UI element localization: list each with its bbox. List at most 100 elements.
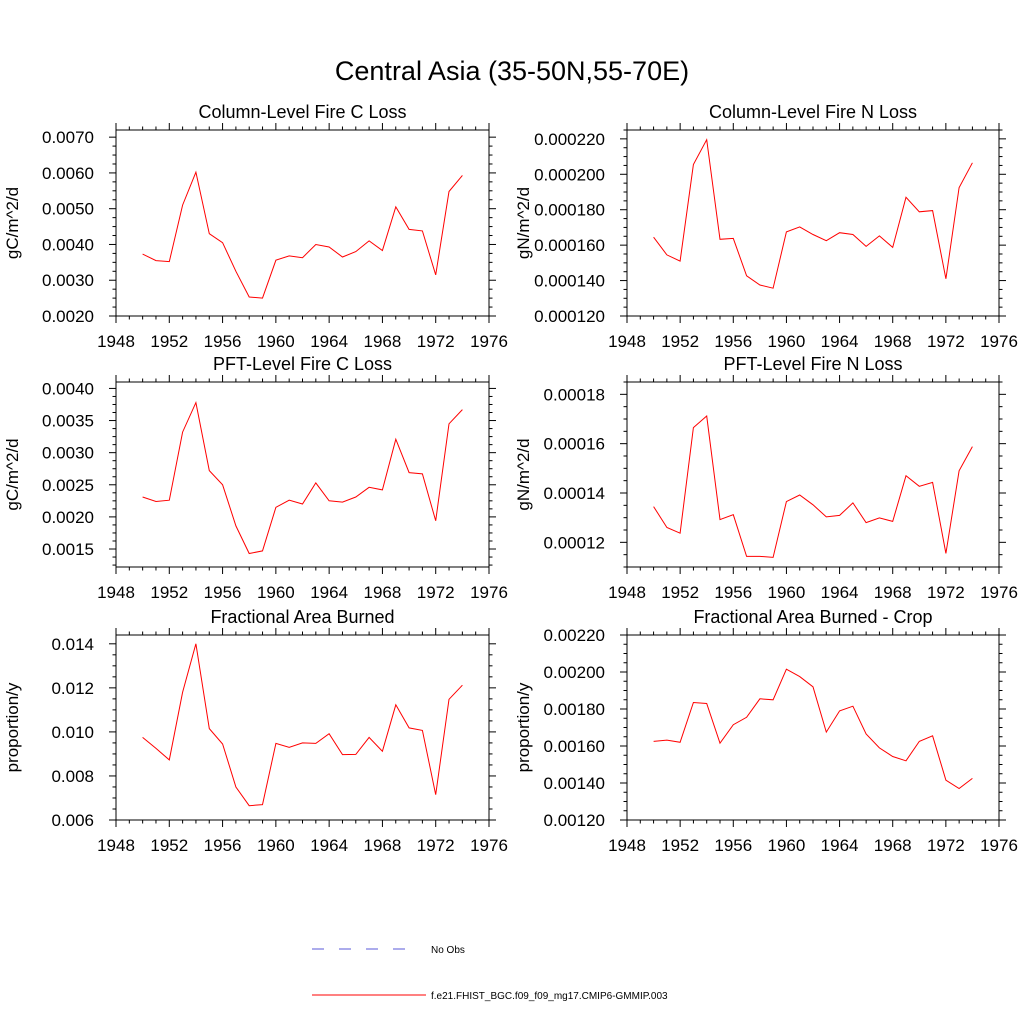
y-tick-label: 0.0035 xyxy=(42,412,94,431)
x-tick-label: 1976 xyxy=(980,836,1018,855)
x-tick-label: 1964 xyxy=(821,836,859,855)
y-tick-label: 0.0025 xyxy=(42,476,94,495)
plot-frame xyxy=(626,129,1000,317)
x-tick-label: 1952 xyxy=(661,836,699,855)
x-tick-label: 1972 xyxy=(417,836,455,855)
y-tick-label: 0.0040 xyxy=(42,379,94,398)
panel-title: PFT-Level Fire N Loss xyxy=(723,354,902,374)
y-tick-label: 0.000180 xyxy=(534,201,605,220)
x-tick-label: 1976 xyxy=(470,583,508,602)
x-tick-label: 1960 xyxy=(768,836,806,855)
y-tick-label: 0.00160 xyxy=(544,737,605,756)
y-tick-label: 0.00200 xyxy=(544,663,605,682)
series-line xyxy=(142,170,463,299)
x-tick-label: 1968 xyxy=(874,332,912,351)
y-tick-label: 0.000200 xyxy=(534,165,605,184)
series-line xyxy=(653,138,973,289)
x-tick-label: 1960 xyxy=(257,836,295,855)
y-tick-label: 0.0020 xyxy=(42,307,94,326)
series-line xyxy=(653,415,973,558)
y-tick-label: 0.000120 xyxy=(534,307,605,326)
series-line xyxy=(142,400,463,555)
panel-title: Fractional Area Burned xyxy=(210,607,394,627)
chart-panels: Column-Level Fire C Loss gC/m^2/d 1948 1952… xyxy=(3,102,1018,855)
y-axis-label: gC/m^2/d xyxy=(3,438,22,510)
plot-frame xyxy=(115,129,490,317)
y-tick-label: 0.00180 xyxy=(544,700,605,719)
y-tick-label: 0.0020 xyxy=(42,508,94,527)
x-tick-label: 1968 xyxy=(364,836,402,855)
plot-frame xyxy=(115,634,490,821)
y-tick-label: 0.00012 xyxy=(544,533,605,552)
x-tick-label: 1956 xyxy=(204,583,242,602)
y-axis-label: gN/m^2/d xyxy=(514,187,533,259)
series-line xyxy=(142,643,463,807)
x-tick-label: 1952 xyxy=(150,583,188,602)
x-tick-label: 1964 xyxy=(821,583,859,602)
y-tick-label: 0.014 xyxy=(51,635,94,654)
panel-title: Column-Level Fire C Loss xyxy=(198,102,406,122)
y-tick-label: 0.0060 xyxy=(42,164,94,183)
x-tick-label: 1964 xyxy=(821,332,859,351)
y-tick-label: 0.0070 xyxy=(42,128,94,147)
x-tick-label: 1968 xyxy=(874,583,912,602)
y-tick-label: 0.0040 xyxy=(42,235,94,254)
x-tick-label: 1968 xyxy=(364,583,402,602)
legend-model-label: f.e21.FHIST_BGC.f09_f09_mg17.CMIP6-GMMIP… xyxy=(431,991,668,1002)
legend: No Obs f.e21.FHIST_BGC.f09_f09_mg17.CMIP… xyxy=(312,945,668,1002)
chart-panel: Fractional Area Burned - Crop proportion/… xyxy=(514,607,1018,855)
legend-obs-label: No Obs xyxy=(431,945,465,956)
x-tick-label: 1976 xyxy=(470,332,508,351)
y-tick-label: 0.0030 xyxy=(42,271,94,290)
x-tick-label: 1952 xyxy=(150,836,188,855)
y-tick-label: 0.00014 xyxy=(544,484,605,503)
x-tick-label: 1956 xyxy=(714,836,752,855)
x-tick-label: 1964 xyxy=(310,583,348,602)
x-tick-label: 1956 xyxy=(714,332,752,351)
y-tick-label: 0.00220 xyxy=(544,626,605,645)
y-tick-label: 0.000160 xyxy=(534,236,605,255)
figure-title: Central Asia (35-50N,55-70E) xyxy=(334,56,690,86)
y-axis-label: proportion/y xyxy=(514,682,533,772)
x-tick-label: 1948 xyxy=(608,332,646,351)
y-tick-label: 0.0030 xyxy=(42,444,94,463)
x-tick-label: 1972 xyxy=(927,332,965,351)
series-line xyxy=(653,668,973,790)
panel-title: Fractional Area Burned - Crop xyxy=(693,607,932,627)
y-tick-label: 0.012 xyxy=(51,679,94,698)
y-tick-label: 0.00140 xyxy=(544,774,605,793)
x-tick-label: 1976 xyxy=(980,332,1018,351)
panel-title: PFT-Level Fire C Loss xyxy=(213,354,392,374)
y-tick-label: 0.006 xyxy=(51,811,94,830)
y-axis-label: proportion/y xyxy=(3,682,22,772)
x-tick-label: 1972 xyxy=(927,836,965,855)
x-tick-label: 1952 xyxy=(661,583,699,602)
x-tick-label: 1976 xyxy=(470,836,508,855)
y-tick-label: 0.00018 xyxy=(544,385,605,404)
panel-title: Column-Level Fire N Loss xyxy=(709,102,917,122)
y-tick-label: 0.000220 xyxy=(534,130,605,149)
y-tick-label: 0.008 xyxy=(51,767,94,786)
y-tick-label: 0.0050 xyxy=(42,200,94,219)
x-tick-label: 1956 xyxy=(714,583,752,602)
x-tick-label: 1948 xyxy=(97,583,135,602)
chart-panel: Column-Level Fire N Loss gN/m^2/d 1948 1952… xyxy=(514,102,1018,351)
x-tick-label: 1960 xyxy=(257,332,295,351)
x-tick-label: 1972 xyxy=(927,583,965,602)
x-tick-label: 1948 xyxy=(608,583,646,602)
x-tick-label: 1968 xyxy=(364,332,402,351)
x-tick-label: 1960 xyxy=(768,332,806,351)
x-tick-label: 1968 xyxy=(874,836,912,855)
plot-frame xyxy=(115,381,490,568)
x-tick-label: 1972 xyxy=(417,583,455,602)
x-tick-label: 1948 xyxy=(97,836,135,855)
y-tick-label: 0.010 xyxy=(51,723,94,742)
chart-panel: Column-Level Fire C Loss gC/m^2/d 1948 1952… xyxy=(3,102,508,351)
x-tick-label: 1956 xyxy=(204,836,242,855)
x-tick-label: 1952 xyxy=(661,332,699,351)
x-tick-label: 1960 xyxy=(257,583,295,602)
plot-frame xyxy=(626,634,1000,821)
chart-panel: PFT-Level Fire C Loss gC/m^2/d 1948 1952 195… xyxy=(3,354,508,602)
y-axis-label: gN/m^2/d xyxy=(514,438,533,510)
